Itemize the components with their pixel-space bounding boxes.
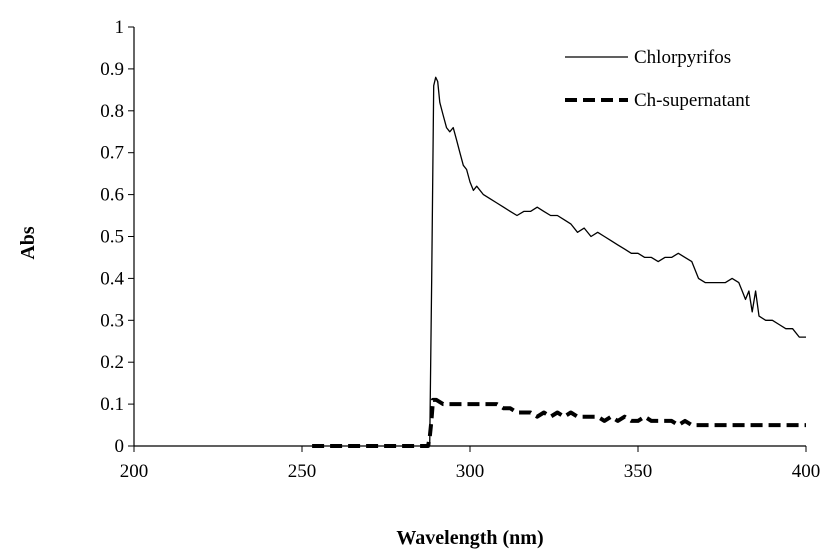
series-line-chlorpyrifos [429,76,806,447]
y-tick-label: 0.6 [100,185,124,206]
y-tick-label: 0.4 [100,268,124,289]
x-tick-label: 200 [120,461,149,482]
y-tick-label: 0.7 [100,143,124,164]
series-line-ch-supernatant [312,397,806,448]
series-lines [312,76,806,448]
y-tick-label: 0.1 [100,394,124,415]
x-tick-label: 350 [624,461,653,482]
y-axis-ticks: 0 0.1 0.2 0.3 0.4 0.5 0.6 0.7 0.8 0.9 1 [100,17,134,457]
x-axis-title: Wavelength (nm) [396,527,543,549]
legend-label: Chlorpyrifos [634,47,731,68]
x-tick-label: 300 [456,461,485,482]
y-axis-title: Abs [17,226,39,260]
y-tick-label: 0.5 [100,227,124,248]
x-axis-ticks: 200 250 300 350 400 [120,446,821,482]
y-tick-label: 0 [115,436,125,457]
legend-label: Ch-supernatant [634,90,751,111]
y-tick-label: 1 [115,17,125,38]
y-tick-label: 0.2 [100,352,124,373]
x-tick-label: 400 [792,461,821,482]
x-tick-label: 250 [288,461,317,482]
legend: Chlorpyrifos Ch-supernatant [565,47,751,111]
y-tick-label: 0.9 [100,59,124,80]
y-tick-label: 0.3 [100,310,124,331]
y-tick-label: 0.8 [100,101,124,122]
